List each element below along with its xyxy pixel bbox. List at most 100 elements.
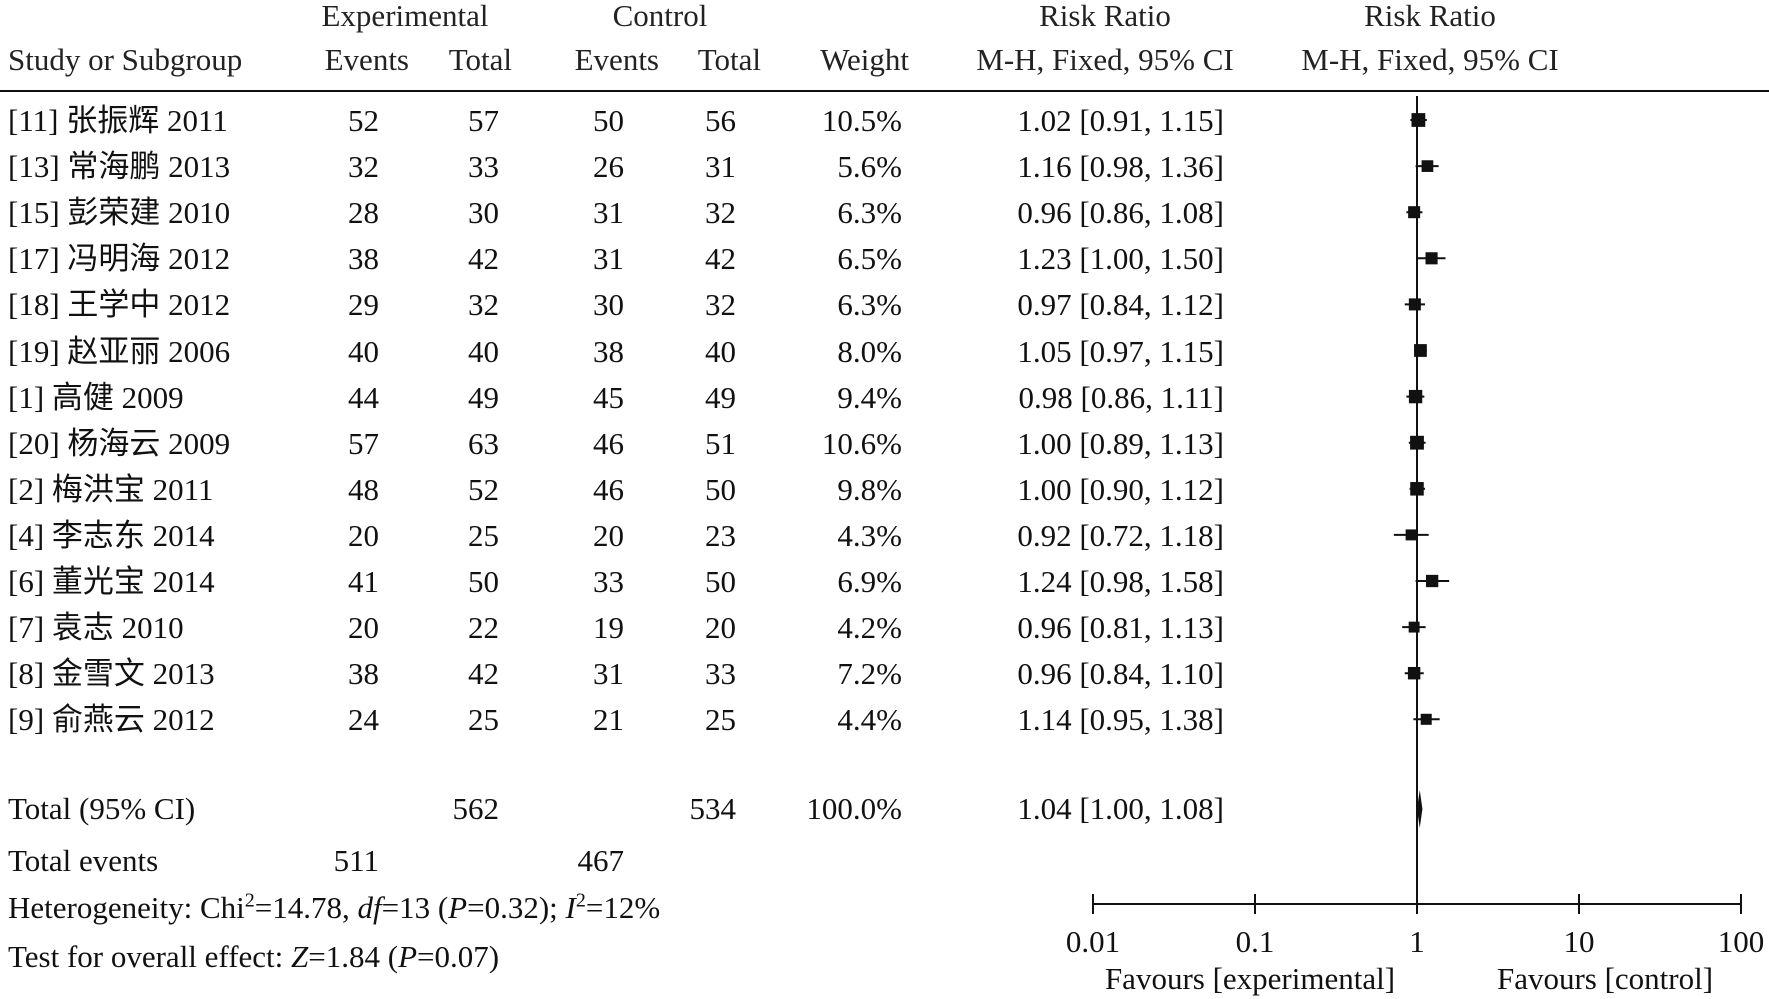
x-tick-label: 100	[1718, 924, 1765, 959]
ci-text-cell: 0.96 [0.84, 1.10]	[1017, 656, 1224, 692]
weight-cell: 6.5%	[837, 241, 902, 277]
ctl-total-cell: 51	[705, 425, 736, 461]
ctl-events-cell: 46	[593, 425, 624, 461]
ctl-events-cell: 20	[593, 517, 624, 553]
heterogeneity-text: Heterogeneity: Chi2=14.78, df=13 (P=0.32…	[8, 889, 661, 925]
ctl-events-cell: 31	[593, 241, 624, 277]
study-point-square	[1407, 666, 1421, 680]
ci-text-cell: 1.23 [1.00, 1.50]	[1017, 241, 1224, 277]
exp-events-cell: 41	[348, 564, 379, 599]
total-events-label: Total events	[8, 843, 159, 878]
study-name: [13] 常海鹏 2013	[8, 149, 231, 185]
exp-total-cell: 25	[468, 702, 499, 738]
exp-events-cell: 38	[348, 656, 379, 692]
exp-events-cell: 20	[348, 517, 379, 553]
study-point-square	[1411, 113, 1426, 127]
study-name: [20] 杨海云 2009	[8, 425, 231, 461]
study-name: [15] 彭荣建 2010	[8, 195, 231, 231]
col-header-rr-ci: M-H, Fixed, 95% CI	[976, 42, 1234, 77]
ctl-total-cell: 32	[705, 195, 736, 231]
exp-events-cell: 52	[348, 103, 379, 138]
study-point-square	[1405, 529, 1417, 541]
ctl-total-cell: 31	[705, 149, 736, 185]
study-point-square	[1410, 482, 1424, 496]
x-tick-label: 0.1	[1236, 924, 1275, 959]
exp-events-cell: 20	[348, 610, 379, 646]
ci-text-cell: 1.00 [0.90, 1.12]	[1017, 471, 1224, 507]
ctl-events-cell: 19	[593, 610, 624, 646]
study-name: [9] 俞燕云 2012	[8, 702, 215, 738]
exp-events-cell: 38	[348, 241, 379, 277]
exp-total-cell: 57	[468, 103, 499, 138]
risk-ratio-header: Risk Ratio	[1039, 0, 1171, 33]
exp-events-cell: 40	[348, 333, 379, 369]
study-name: [19] 赵亚丽 2006	[8, 333, 231, 369]
ctl-events-cell: 46	[593, 471, 624, 507]
exp-total-cell: 42	[468, 241, 499, 277]
study-name: [2] 梅洪宝 2011	[8, 471, 214, 507]
col-header-rr-plot: M-H, Fixed, 95% CI	[1301, 42, 1559, 77]
ctl-events-cell: 33	[593, 564, 624, 599]
risk-ratio-plot-header: Risk Ratio	[1364, 0, 1496, 33]
exp-total-cell: 32	[468, 287, 499, 323]
weight-cell: 9.8%	[837, 471, 902, 507]
exp-total-cell: 42	[468, 656, 499, 692]
study-point-square	[1425, 574, 1439, 588]
ctl-events-cell: 31	[593, 195, 624, 231]
ci-text-cell: 1.05 [0.97, 1.15]	[1017, 333, 1224, 369]
weight-cell: 10.6%	[821, 425, 902, 461]
total-ci-text: 1.04 [1.00, 1.08]	[1017, 791, 1224, 826]
ci-text-cell: 0.98 [0.86, 1.11]	[1018, 379, 1225, 415]
weight-cell: 4.3%	[837, 517, 902, 553]
ctl-total-cell: 50	[705, 564, 736, 599]
ctl-total-cell: 56	[705, 103, 736, 138]
weight-cell: 6.3%	[837, 195, 902, 231]
total-events-exp: 511	[333, 843, 379, 878]
study-point-square	[1414, 344, 1427, 357]
study-point-square	[1425, 252, 1438, 265]
total-label: Total (95% CI)	[8, 791, 196, 826]
study-name: [7] 袁志 2010	[8, 610, 184, 646]
exp-events-cell: 44	[348, 379, 379, 415]
exp-total-cell: 63	[468, 425, 499, 461]
ctl-events-cell: 31	[593, 656, 624, 692]
exp-total-cell: 40	[468, 333, 499, 369]
study-name: [17] 冯明海 2012	[8, 241, 231, 277]
ctl-total-cell: 33	[705, 656, 736, 692]
exp-total-cell: 30	[468, 195, 499, 231]
exp-total-cell: 52	[468, 471, 499, 507]
ctl-total-cell: 42	[705, 241, 736, 277]
pooled-diamond	[1417, 790, 1423, 828]
study-name: [11] 张振辉 2011	[8, 103, 228, 138]
ctl-total-cell: 40	[705, 333, 736, 369]
total-exp-total: 562	[452, 791, 500, 826]
weight-cell: 7.2%	[837, 656, 902, 692]
overall-effect-text: Test for overall effect: Z=1.84 (P=0.07)	[8, 939, 500, 974]
x-tick-label: 1	[1409, 924, 1425, 959]
col-header-ctl-total: Total	[697, 42, 761, 77]
study-point-square	[1410, 435, 1424, 450]
ctl-events-cell: 38	[593, 333, 624, 369]
exp-events-cell: 48	[348, 471, 379, 507]
weight-cell: 6.9%	[837, 564, 902, 599]
forest-plot-marks: 0.01 0.1 1 10 100	[1066, 96, 1764, 959]
study-name: [4] 李志东 2014	[8, 517, 215, 553]
ctl-total-cell: 20	[705, 610, 736, 646]
study-name: [6] 董光宝 2014	[8, 564, 215, 599]
header-divider	[0, 90, 1769, 92]
ctl-total-cell: 25	[705, 702, 736, 738]
exp-total-cell: 33	[468, 149, 499, 185]
ctl-events-cell: 30	[593, 287, 624, 323]
weight-cell: 4.4%	[837, 702, 902, 738]
study-point-square	[1408, 298, 1421, 311]
study-point-square	[1408, 206, 1421, 219]
col-header-exp-events: Events	[324, 42, 409, 77]
study-point-square	[1421, 160, 1434, 172]
ctl-events-cell: 26	[593, 149, 624, 185]
ci-text-cell: 1.14 [0.95, 1.38]	[1017, 702, 1224, 738]
x-tick-label: 10	[1564, 924, 1595, 959]
ci-text-cell: 0.97 [0.84, 1.12]	[1017, 287, 1224, 323]
col-header-study: Study or Subgroup	[8, 42, 243, 77]
exp-events-cell: 24	[348, 702, 379, 738]
study-point-square	[1408, 621, 1420, 633]
